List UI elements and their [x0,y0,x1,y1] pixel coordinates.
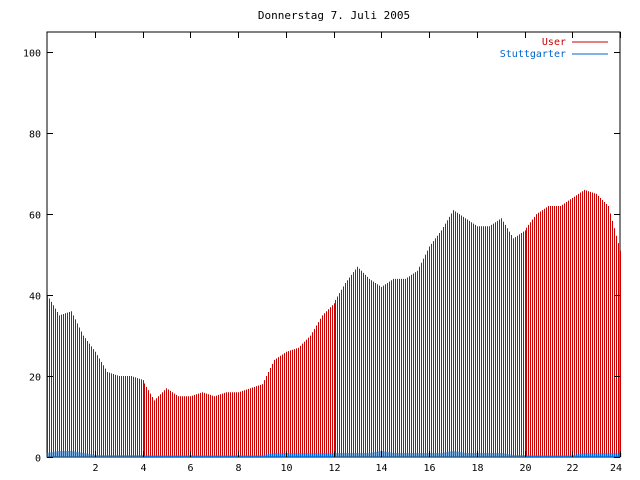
x-tick-label: 24 [610,463,622,474]
y-tick-label: 80 [29,130,41,141]
x-tick-label: 12 [328,463,340,474]
y-tick-label: 0 [35,454,41,465]
legend: User Stuttgarter [500,37,608,60]
x-tick-label: 4 [140,463,146,474]
x-tick-label: 16 [423,463,435,474]
y-tick-label: 40 [29,292,41,303]
y-tick-label: 20 [29,373,41,384]
chart-title: Donnerstag 7. Juli 2005 [258,9,410,22]
x-tick-label: 20 [519,463,531,474]
legend-label-stuttgarter: Stuttgarter [500,49,566,60]
bars-layer [46,189,622,457]
x-tick-label: 18 [471,463,483,474]
y-tick-label: 60 [29,211,41,222]
x-tick-label: 8 [235,463,241,474]
legend-label-user: User [542,37,566,48]
x-tick-label: 14 [375,463,387,474]
y-tick-label: 100 [23,49,41,60]
plot-frame [46,31,621,458]
x-tick-label: 22 [566,463,578,474]
x-tick-label: 10 [280,463,292,474]
x-tick-label: 2 [92,463,98,474]
x-tick-label: 6 [187,463,193,474]
